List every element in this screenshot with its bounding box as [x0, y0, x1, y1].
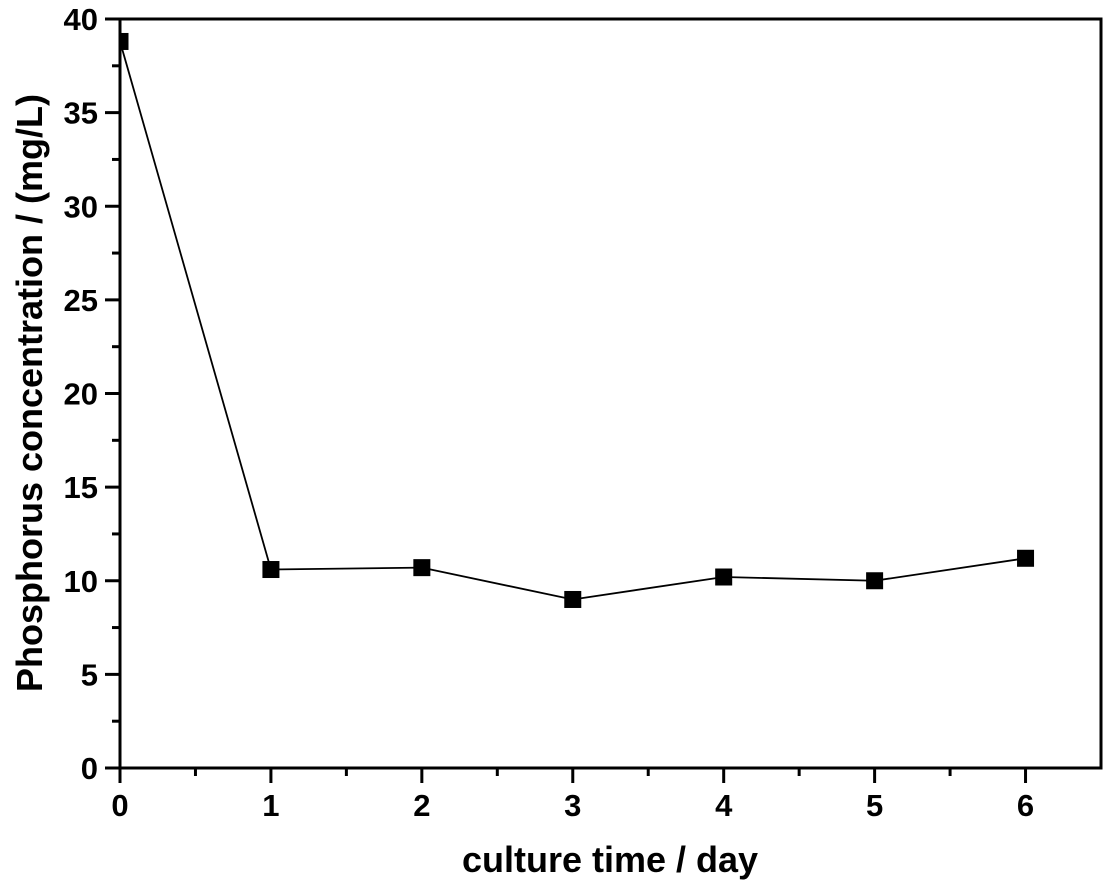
y-tick-label: 10 [64, 564, 98, 599]
y-tick-label: 30 [64, 189, 98, 224]
x-tick-label: 5 [866, 788, 883, 823]
x-axis-label: culture time / day [461, 839, 759, 880]
y-tick-label: 25 [64, 283, 98, 318]
x-tick-label: 6 [1017, 788, 1034, 823]
y-tick-label: 20 [64, 377, 98, 412]
y-tick-label: 15 [64, 470, 98, 505]
data-point [262, 561, 280, 579]
x-tick-label: 3 [564, 788, 581, 823]
y-tick-label: 5 [81, 657, 98, 692]
data-point [564, 590, 582, 608]
data-point [120, 32, 129, 50]
y-axis-label: Phosphorus concentration / (mg/L) [9, 93, 50, 693]
plot-frame [118, 17, 1103, 770]
x-tick-label: 2 [413, 788, 430, 823]
y-tick-label: 35 [64, 96, 98, 131]
y-tick-label: 40 [64, 2, 98, 37]
data-point [866, 572, 884, 590]
data-point [1017, 549, 1035, 567]
x-tick-label: 4 [715, 788, 733, 823]
series-phosphorus-concentration [120, 32, 1035, 608]
x-tick-label: 1 [262, 788, 279, 823]
y-tick-label: 0 [81, 751, 98, 786]
x-tick-label: 0 [111, 788, 128, 823]
data-point [715, 568, 733, 586]
data-point [413, 559, 431, 577]
